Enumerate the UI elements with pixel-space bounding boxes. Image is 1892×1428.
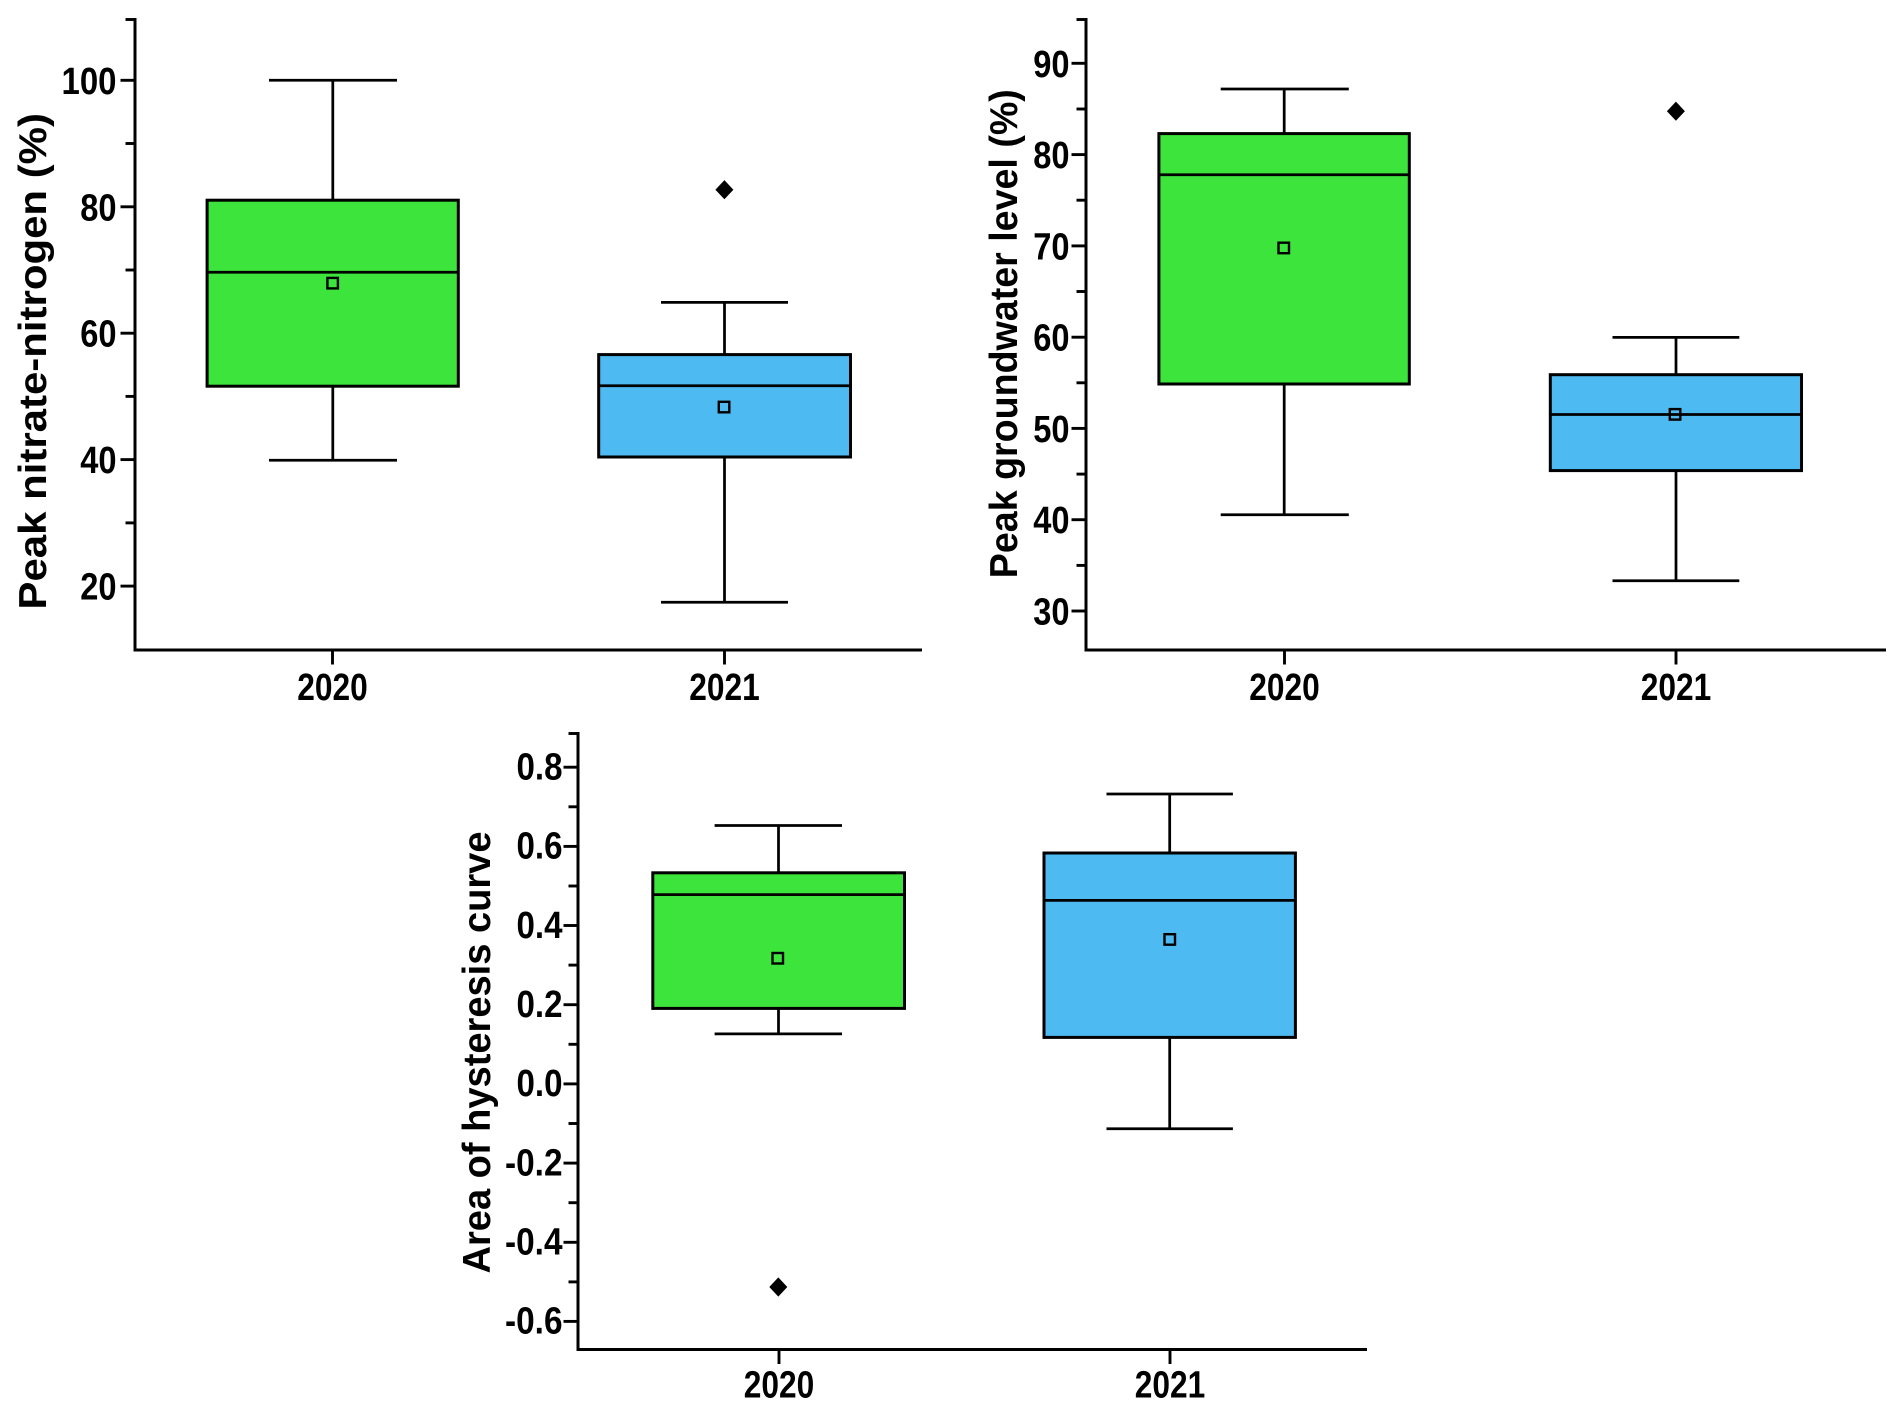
svg-text:30: 30 xyxy=(1033,592,1069,634)
svg-text:-0.6: -0.6 xyxy=(505,1301,563,1343)
svg-text:60: 60 xyxy=(1033,318,1069,360)
svg-text:40: 40 xyxy=(80,440,116,482)
svg-text:2020: 2020 xyxy=(1249,667,1320,709)
svg-text:80: 80 xyxy=(80,187,116,229)
svg-text:90: 90 xyxy=(1033,44,1069,86)
svg-text:40: 40 xyxy=(1033,500,1069,542)
svg-text:70: 70 xyxy=(1033,226,1069,268)
svg-text:2021: 2021 xyxy=(1641,667,1712,709)
svg-text:Peak nitrate-nitrogen (%): Peak nitrate-nitrogen (%) xyxy=(12,113,55,610)
svg-text:-0.2: -0.2 xyxy=(505,1142,563,1184)
svg-text:0.4: 0.4 xyxy=(517,905,563,947)
svg-text:20: 20 xyxy=(80,567,116,609)
svg-text:100: 100 xyxy=(62,61,117,103)
svg-text:-0.4: -0.4 xyxy=(505,1222,563,1264)
svg-text:0.8: 0.8 xyxy=(517,747,563,789)
svg-text:Peak groundwater level (%): Peak groundwater level (%) xyxy=(983,89,1026,578)
svg-text:0.2: 0.2 xyxy=(517,984,563,1026)
svg-text:60: 60 xyxy=(80,314,116,356)
svg-text:2020: 2020 xyxy=(297,667,368,709)
svg-text:80: 80 xyxy=(1033,135,1069,177)
svg-text:2021: 2021 xyxy=(1135,1365,1206,1407)
svg-text:2021: 2021 xyxy=(689,667,760,709)
svg-text:0.6: 0.6 xyxy=(517,826,563,868)
svg-text:Area of hysteresis curve: Area of hysteresis curve xyxy=(456,832,499,1274)
svg-text:2020: 2020 xyxy=(744,1365,815,1407)
svg-text:50: 50 xyxy=(1033,409,1069,451)
svg-text:0.0: 0.0 xyxy=(517,1063,563,1105)
